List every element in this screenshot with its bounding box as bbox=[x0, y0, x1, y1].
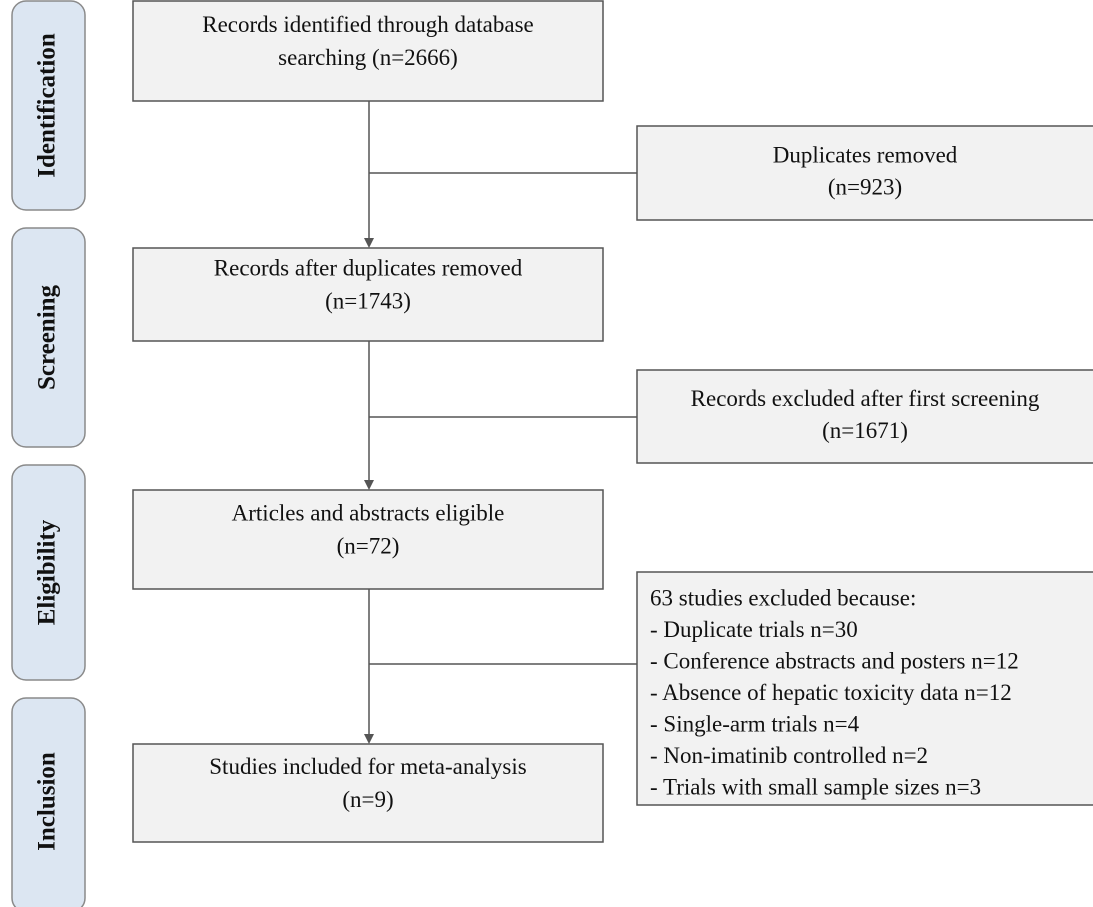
stage-box bbox=[11, 697, 86, 907]
process-box bbox=[132, 489, 604, 590]
exclusion-text: Records excluded after first screening bbox=[691, 386, 1040, 411]
connectors bbox=[364, 101, 637, 744]
exclusion-text: - Non-imatinib controlled n=2 bbox=[650, 743, 928, 768]
exclusion-text: - Duplicate trials n=30 bbox=[650, 617, 858, 642]
stage-label: Screening bbox=[34, 284, 61, 390]
process-box bbox=[132, 0, 604, 102]
box-text: Articles and abstracts eligible bbox=[232, 500, 505, 525]
box-text: (n=72) bbox=[337, 533, 400, 558]
box-text: Records identified through database bbox=[202, 12, 533, 37]
box-text: (n=1743) bbox=[325, 288, 411, 313]
stage-label: Eligibility bbox=[34, 519, 61, 625]
exclusion-text: (n=1671) bbox=[822, 418, 908, 443]
exclusion-text: Duplicates removed bbox=[773, 142, 958, 167]
box-text: (n=9) bbox=[342, 787, 393, 812]
process-box bbox=[132, 247, 604, 342]
stage-box bbox=[11, 227, 86, 448]
stage-box bbox=[11, 464, 86, 681]
box-text: Records after duplicates removed bbox=[214, 255, 523, 280]
exclusion-box bbox=[636, 125, 1093, 221]
exclusion-text: - Absence of hepatic toxicity data n=12 bbox=[650, 680, 1012, 705]
process-box bbox=[132, 743, 604, 843]
stage-box bbox=[11, 0, 86, 211]
exclusion-text: (n=923) bbox=[828, 174, 902, 199]
stage-label: Identification bbox=[34, 33, 61, 178]
box-text: Studies included for meta-analysis bbox=[209, 754, 527, 779]
box-text: searching (n=2666) bbox=[278, 45, 458, 70]
exclusion-box bbox=[636, 571, 1093, 806]
exclusion-text: 63 studies excluded because: bbox=[650, 585, 916, 610]
exclusion-box bbox=[636, 369, 1093, 464]
exclusion-text: - Trials with small sample sizes n=3 bbox=[650, 774, 981, 799]
exclusion-text: - Single-arm trials n=4 bbox=[650, 711, 860, 736]
exclusion-text: - Conference abstracts and posters n=12 bbox=[650, 648, 1019, 673]
stage-label: Inclusion bbox=[34, 752, 61, 851]
